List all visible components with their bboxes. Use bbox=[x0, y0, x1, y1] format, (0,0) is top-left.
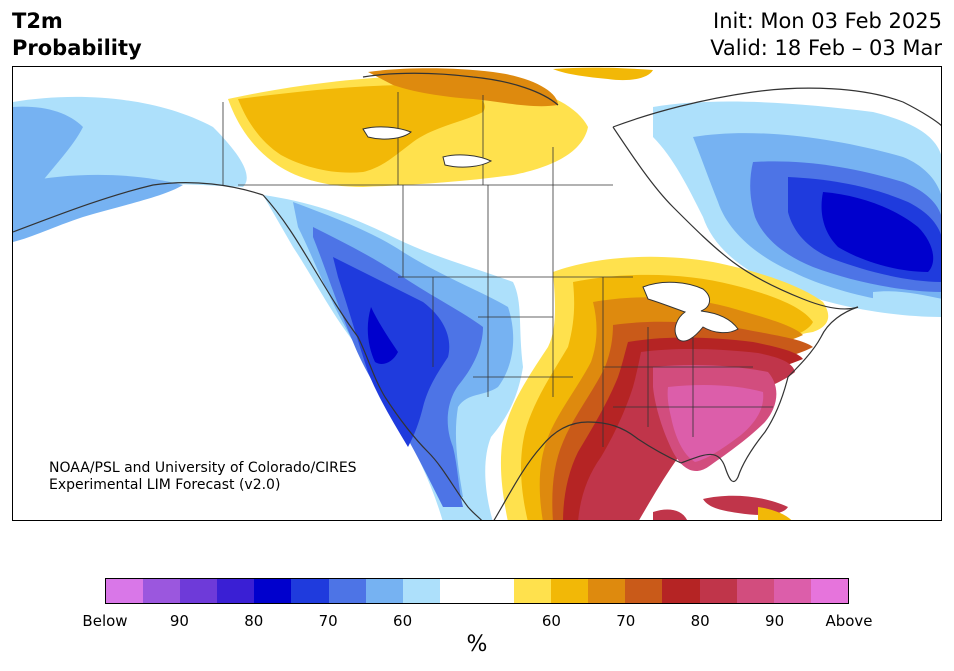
colorbar-segment bbox=[625, 579, 663, 603]
credit-text: NOAA/PSL and University of Colorado/CIRE… bbox=[49, 460, 357, 494]
map-panel bbox=[12, 66, 942, 521]
credit-line-1: NOAA/PSL and University of Colorado/CIRE… bbox=[49, 460, 357, 476]
colorbar-segment bbox=[736, 579, 774, 603]
colorbar-segment bbox=[773, 579, 811, 603]
colorbar-segment bbox=[106, 579, 144, 603]
product-label: Probability bbox=[12, 36, 142, 60]
variable-label: T2m bbox=[12, 9, 63, 33]
init-date: Init: Mon 03 Feb 2025 bbox=[713, 9, 942, 33]
colorbar-tick-label: 70 bbox=[318, 612, 338, 630]
cold-region-california bbox=[367, 307, 398, 364]
colorbar-segment bbox=[291, 579, 329, 603]
colorbar-unit: % bbox=[466, 632, 488, 657]
colorbar-tick-label: 80 bbox=[244, 612, 264, 630]
warm-region-arctic-islands bbox=[553, 67, 653, 81]
colorbar-tick-label: Below bbox=[82, 612, 128, 630]
colorbar-tick-label: 90 bbox=[765, 612, 785, 630]
colorbar-tick-label: 80 bbox=[690, 612, 710, 630]
warm-region-mexico-south bbox=[653, 509, 687, 520]
cold-region-alaska-south bbox=[13, 174, 183, 242]
colorbar-segment bbox=[514, 579, 552, 603]
warm-region-arctic bbox=[368, 68, 558, 107]
colorbar-segment bbox=[254, 579, 292, 603]
warm-region-southeast-magenta bbox=[667, 384, 764, 462]
colorbar-segment bbox=[551, 579, 589, 603]
arctic-islands bbox=[362, 126, 493, 168]
colorbar-segment bbox=[402, 579, 440, 603]
probability-map bbox=[13, 67, 941, 520]
date-info: Init: Mon 03 Feb 2025 Valid: 18 Feb – 03… bbox=[710, 8, 942, 62]
valid-range: Valid: 18 Feb – 03 Mar bbox=[710, 36, 942, 60]
colorbar-tick-label: 70 bbox=[616, 612, 636, 630]
colorbar-tick-label: 60 bbox=[541, 612, 561, 630]
colorbar-segment bbox=[439, 579, 477, 603]
colorbar-segment bbox=[328, 579, 366, 603]
colorbar-tick-label: 60 bbox=[393, 612, 413, 630]
cold-region-newfoundland bbox=[873, 291, 941, 315]
colorbar-segment bbox=[180, 579, 218, 603]
chart-title: T2m Probability bbox=[12, 8, 142, 62]
cold-region-quebec bbox=[821, 192, 934, 272]
borders bbox=[222, 92, 773, 447]
colorbar-segment bbox=[476, 579, 515, 603]
colorbar-segment bbox=[217, 579, 255, 603]
colorbar-segment bbox=[588, 579, 626, 603]
colorbar-segment bbox=[662, 579, 700, 603]
colorbar bbox=[105, 578, 849, 604]
great-lakes bbox=[642, 281, 739, 342]
warm-region-caribbean bbox=[758, 507, 792, 520]
colorbar-segment bbox=[810, 579, 848, 603]
warm-region-canada-light bbox=[238, 85, 485, 173]
credit-line-2: Experimental LIM Forecast (v2.0) bbox=[49, 477, 281, 493]
colorbar-tick-label: Above bbox=[825, 612, 873, 630]
colorbar-segment bbox=[699, 579, 737, 603]
coastlines bbox=[13, 72, 941, 520]
colorbar-segment bbox=[143, 579, 181, 603]
colorbar-tick-label: 90 bbox=[169, 612, 189, 630]
colorbar-segment bbox=[365, 579, 403, 603]
